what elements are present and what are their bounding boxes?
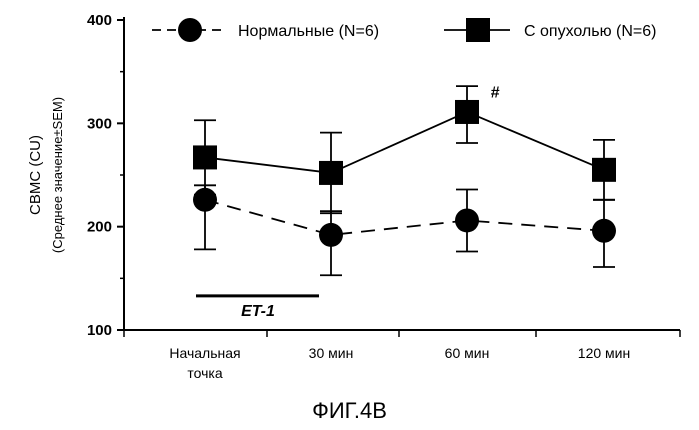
y-tick-label: 300 [87, 115, 112, 132]
y-tick-label: 100 [87, 322, 112, 339]
x-tick-label-line: Начальная [169, 345, 240, 361]
legend-label: Нормальные (N=6) [238, 23, 379, 40]
data-point [319, 223, 343, 247]
legend-marker [466, 18, 490, 42]
series-1 [193, 185, 616, 275]
x-tick-label: 60 мин [445, 345, 490, 361]
chart: 100 200 300 400 Начальная точка 30 мин 60 мин 12… [0, 0, 699, 400]
data-point [193, 145, 217, 169]
legend-label: С опухолью (N=6) [524, 23, 657, 40]
x-tick-label-line: 120 мин [578, 345, 630, 361]
axes: 100 200 300 400 Начальная точка 30 мин 60 мин 12… [87, 12, 680, 381]
series-line [205, 200, 604, 235]
y-axis-label: CBMC (CU) [27, 135, 44, 215]
data-point [592, 158, 616, 182]
series-2 [193, 86, 616, 213]
x-tick-label-line: 30 мин [309, 345, 354, 361]
x-tick-label: 30 мин [309, 345, 354, 361]
data-point [319, 161, 343, 185]
figure-caption: ФИГ.4B [0, 398, 699, 424]
x-tick-label: 120 мин [578, 345, 630, 361]
series-line [205, 112, 604, 173]
x-tick-label-line: точка [187, 365, 222, 381]
significance-marker: # [491, 85, 500, 102]
data-point [592, 219, 616, 243]
x-tick-label-line: 60 мин [445, 345, 490, 361]
x-tick-label: Начальная точка [169, 345, 240, 381]
legend: Нормальные (N=6) С опухолью (N=6) [152, 18, 657, 42]
series-layer [193, 86, 616, 275]
legend-item-1: Нормальные (N=6) [152, 18, 379, 42]
data-point [455, 100, 479, 124]
y-tick-label: 200 [87, 219, 112, 236]
y-axis-sublabel: (Среднее значение±SEM) [50, 97, 65, 253]
data-point [455, 208, 479, 232]
annotations: # ET-1 [196, 85, 500, 320]
et1-label: ET-1 [241, 303, 275, 320]
y-tick-label: 400 [87, 12, 112, 29]
legend-marker [178, 18, 202, 42]
legend-item-2: С опухолью (N=6) [444, 18, 657, 42]
